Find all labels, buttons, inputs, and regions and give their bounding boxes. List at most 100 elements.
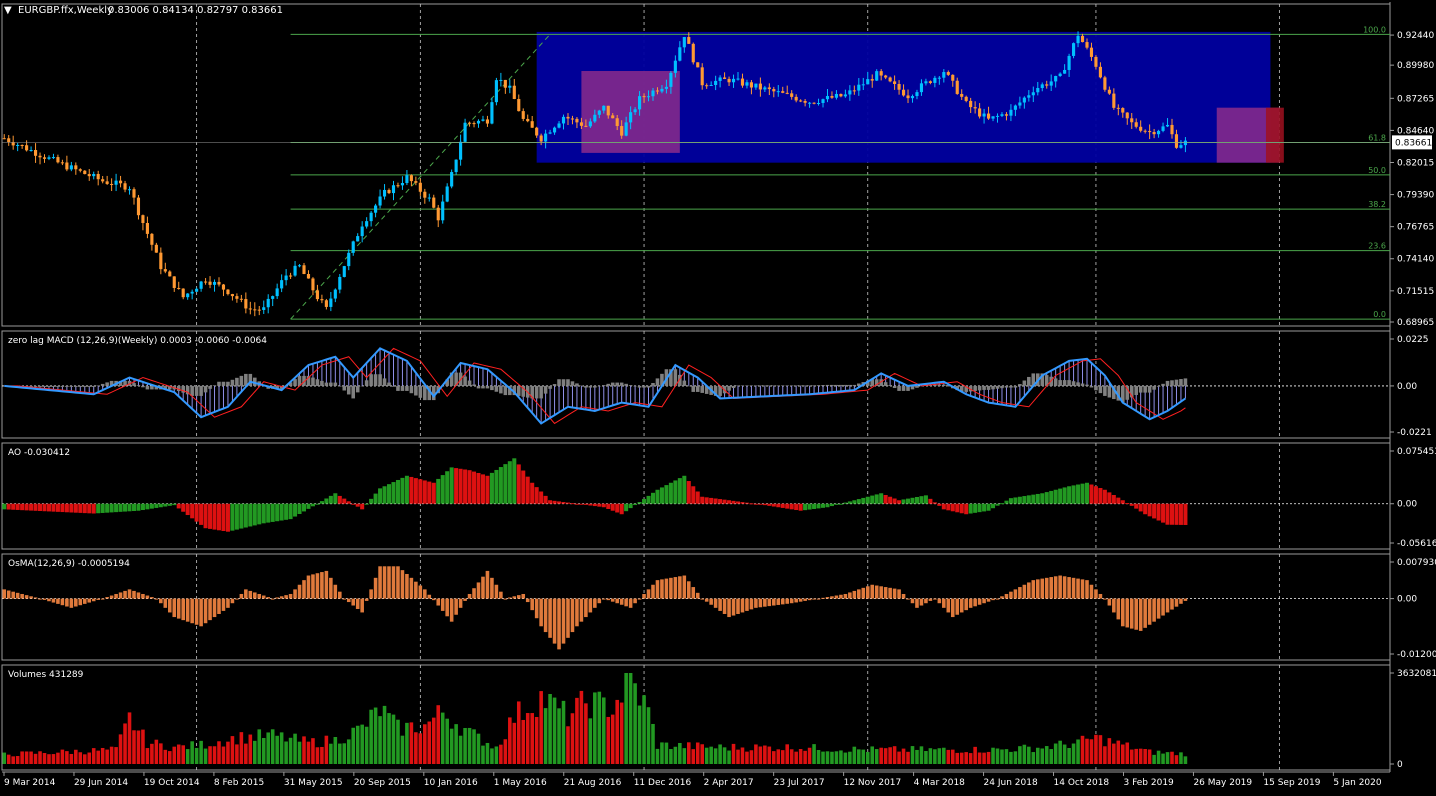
candle-body — [230, 294, 234, 297]
osma-bar — [660, 579, 664, 599]
osma-bar — [431, 598, 436, 601]
volume-bar — [270, 729, 275, 764]
candle-body — [2, 138, 6, 140]
candle-body — [1143, 130, 1147, 132]
osma-bar — [190, 598, 194, 624]
ao-bar — [592, 503, 597, 507]
ao-bar — [172, 503, 177, 506]
volume-bar — [579, 690, 584, 764]
osma-bar — [552, 598, 557, 644]
volume-bar — [557, 708, 561, 764]
candle-body — [56, 157, 60, 163]
volume-bar — [208, 746, 212, 764]
osma-bar — [490, 577, 494, 599]
osma-bar — [494, 584, 499, 599]
ao-bar — [713, 498, 718, 504]
ao-bar — [686, 481, 691, 504]
candle-body — [960, 93, 964, 97]
osma-bar — [1027, 582, 1031, 599]
ao-bar — [991, 503, 996, 509]
ao-bar — [1022, 496, 1027, 504]
triangle-down-icon[interactable]: ▼ — [4, 5, 12, 16]
candle-body — [1049, 81, 1053, 86]
ao-bar — [709, 497, 714, 504]
candle-body — [60, 162, 64, 164]
ao-bar — [888, 496, 893, 504]
volume-bar — [816, 750, 821, 764]
osma-bar — [593, 598, 597, 608]
volume-bar — [176, 744, 181, 764]
candle-body — [991, 116, 995, 119]
ao-bar — [982, 503, 987, 512]
volume-bar — [548, 694, 552, 764]
candle-body — [262, 307, 266, 310]
candle-body — [691, 43, 695, 63]
osma-bar — [33, 597, 38, 599]
osma-bar — [704, 598, 709, 602]
volume-bar — [745, 751, 749, 764]
volume-bar — [91, 748, 96, 764]
candle-body — [499, 79, 503, 81]
price-tick-label: 0.82015 — [1397, 158, 1434, 168]
candle-body — [365, 221, 369, 227]
volume-bar — [74, 749, 78, 764]
osma-bar — [865, 586, 870, 599]
ao-bar — [109, 503, 114, 513]
candle-body — [539, 135, 543, 142]
ao-bar — [145, 503, 150, 510]
osma-bar — [678, 576, 682, 599]
ao-bar — [718, 499, 723, 504]
volume-bar — [266, 732, 271, 764]
volume-bar — [440, 712, 445, 764]
osma-bar — [1179, 598, 1183, 604]
osma-bar — [977, 598, 982, 605]
osma-bar — [172, 598, 177, 618]
volume-bar — [150, 743, 154, 764]
volume-bar — [830, 751, 834, 764]
price-tick-label: 0.76765 — [1397, 223, 1434, 233]
candle-body — [136, 197, 141, 216]
ao-bar — [378, 488, 383, 504]
osma-histogram-group — [2, 566, 1188, 650]
ao-bar — [360, 503, 365, 510]
osma-bar — [848, 592, 852, 599]
ao-bar — [391, 482, 396, 504]
volume-bar — [1174, 755, 1179, 764]
ao-bar — [507, 461, 512, 504]
volume-bar — [942, 747, 946, 764]
osma-bar — [1031, 580, 1036, 599]
ao-bar — [1152, 503, 1157, 519]
ao-bar — [78, 503, 83, 513]
volume-bar — [686, 742, 691, 764]
ao-bar — [261, 503, 266, 524]
volume-bar — [1013, 751, 1018, 764]
candle-body — [579, 122, 583, 126]
ao-bar — [744, 502, 749, 504]
osma-bar — [897, 589, 901, 599]
candle-body — [602, 105, 606, 111]
ao-bar — [230, 503, 235, 531]
ao-bar — [427, 481, 432, 504]
candle-body — [400, 183, 405, 186]
volume-bar — [33, 753, 38, 764]
osma-bar — [136, 592, 141, 599]
volume-bar — [597, 691, 602, 764]
volume-bar — [1116, 740, 1121, 764]
osma-bar — [221, 598, 226, 611]
ao-bar — [73, 503, 78, 513]
volume-bar — [839, 750, 843, 764]
volume-bar — [682, 748, 687, 764]
candle-body — [790, 93, 794, 97]
ao-bar — [288, 503, 293, 520]
volume-bar — [646, 707, 651, 764]
ao-bar — [1098, 488, 1103, 504]
volume-bar — [355, 725, 360, 764]
candle-body — [749, 82, 753, 88]
osma-bar — [664, 578, 669, 599]
candle-body — [803, 101, 807, 103]
ao-bar — [248, 503, 253, 527]
volume-bar — [718, 744, 722, 764]
osma-bar — [69, 598, 74, 608]
